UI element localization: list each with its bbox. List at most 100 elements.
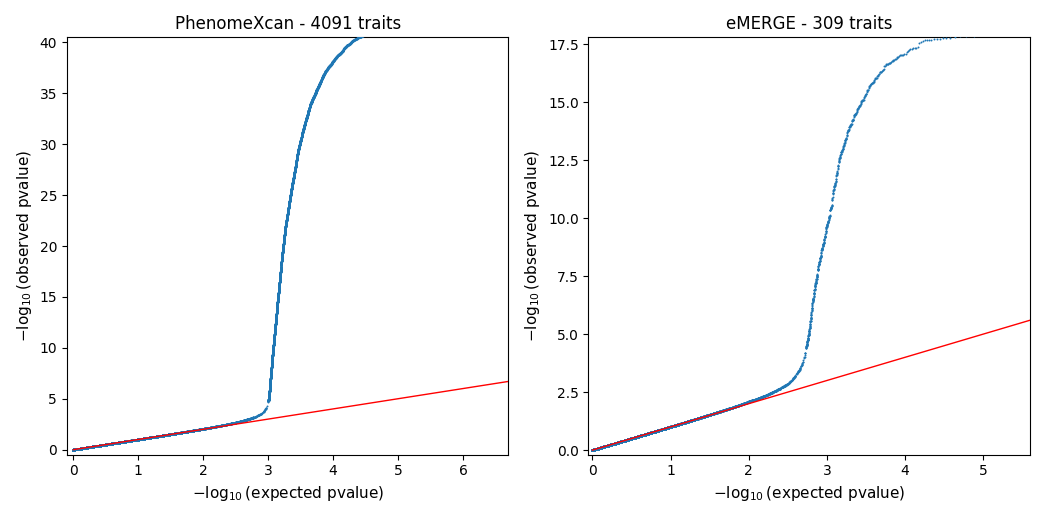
Point — [82, 443, 98, 451]
Point — [75, 444, 92, 452]
Point — [87, 442, 103, 450]
Point — [95, 441, 112, 449]
Point — [70, 445, 87, 453]
Point — [72, 444, 89, 453]
Point — [671, 420, 688, 428]
Point — [86, 442, 102, 451]
Point — [106, 439, 122, 448]
Point — [96, 441, 113, 449]
Point — [193, 425, 210, 433]
Point — [125, 436, 142, 444]
Point — [130, 436, 146, 444]
Point — [134, 435, 150, 443]
Point — [66, 445, 83, 454]
Point — [102, 440, 119, 448]
Point — [82, 443, 98, 451]
Point — [656, 425, 673, 433]
Point — [585, 445, 602, 454]
Point — [69, 445, 86, 453]
Point — [83, 443, 99, 451]
Point — [112, 438, 129, 447]
Point — [621, 435, 637, 443]
Point — [109, 439, 125, 447]
Point — [72, 444, 89, 453]
Point — [78, 443, 95, 452]
Point — [116, 438, 133, 446]
Point — [132, 435, 148, 443]
Point — [245, 413, 261, 422]
Point — [86, 442, 102, 451]
Point — [76, 444, 93, 452]
Point — [77, 443, 94, 452]
Point — [593, 443, 609, 452]
Point — [104, 439, 121, 448]
Point — [72, 444, 89, 453]
Point — [101, 440, 118, 448]
Point — [133, 435, 149, 443]
Point — [69, 445, 86, 453]
Point — [94, 441, 111, 449]
Point — [71, 444, 88, 453]
Point — [66, 445, 83, 454]
Point — [636, 430, 653, 439]
Point — [649, 426, 666, 435]
Point — [70, 445, 87, 453]
Point — [69, 445, 86, 453]
Point — [83, 443, 99, 451]
Point — [591, 444, 608, 452]
Point — [69, 445, 86, 453]
Point — [93, 441, 110, 450]
Point — [192, 425, 209, 434]
Point — [276, 233, 293, 241]
Point — [86, 442, 102, 451]
Point — [84, 443, 100, 451]
Point — [77, 443, 94, 452]
Point — [590, 444, 607, 452]
Point — [66, 445, 83, 454]
Point — [169, 429, 186, 437]
Point — [72, 444, 89, 453]
Point — [133, 435, 149, 443]
Point — [116, 438, 133, 446]
Point — [113, 438, 130, 447]
Point — [642, 429, 658, 437]
Point — [659, 424, 676, 432]
Point — [68, 445, 85, 453]
Point — [587, 445, 604, 453]
Point — [98, 440, 115, 449]
Point — [106, 439, 122, 448]
Point — [608, 439, 625, 447]
Point — [84, 442, 100, 451]
Point — [703, 410, 720, 419]
Point — [112, 438, 129, 447]
Point — [584, 446, 601, 454]
Point — [108, 439, 124, 447]
Point — [682, 416, 699, 425]
Point — [80, 443, 97, 451]
Point — [68, 445, 85, 453]
Point — [73, 444, 90, 452]
Point — [66, 445, 83, 454]
Point — [112, 438, 129, 447]
Point — [96, 441, 113, 449]
Point — [70, 444, 87, 453]
Point — [75, 444, 92, 452]
Point — [83, 443, 99, 451]
Point — [107, 439, 123, 447]
Point — [107, 439, 123, 447]
Point — [67, 445, 84, 453]
Point — [79, 443, 96, 452]
Point — [73, 444, 90, 453]
Point — [90, 442, 107, 450]
Point — [115, 438, 132, 446]
Point — [113, 438, 130, 447]
Point — [93, 441, 110, 449]
Point — [66, 445, 83, 454]
Point — [70, 444, 87, 453]
Point — [69, 445, 86, 453]
Point — [656, 424, 673, 433]
Point — [102, 440, 119, 448]
Point — [80, 443, 97, 451]
Point — [106, 439, 122, 448]
Point — [631, 432, 648, 440]
